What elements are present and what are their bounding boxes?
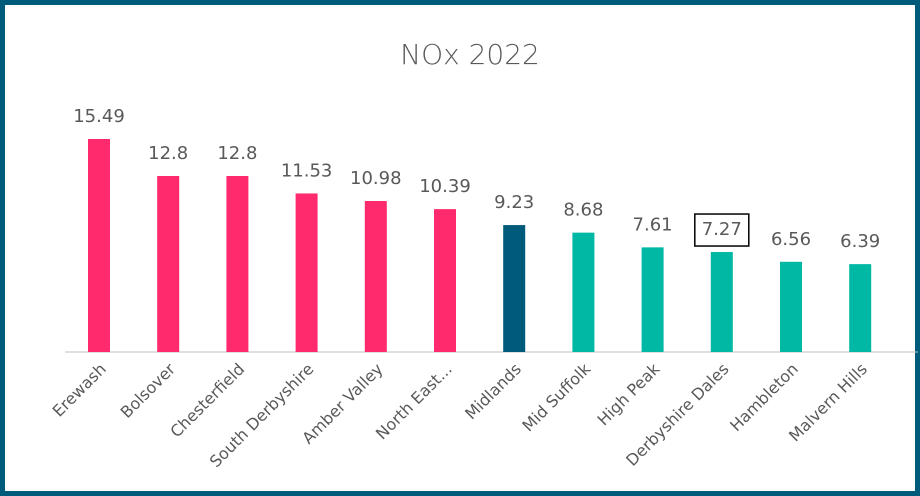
value-label: 7.27 — [702, 219, 742, 240]
value-label: 10.98 — [350, 168, 402, 189]
bar — [641, 247, 664, 352]
value-label: 6.56 — [771, 229, 811, 250]
value-label: 10.39 — [419, 176, 471, 197]
bar — [572, 232, 595, 352]
bar — [503, 225, 526, 352]
bar — [157, 175, 180, 352]
value-label: 7.61 — [633, 214, 673, 235]
bar — [780, 261, 802, 352]
bar — [849, 264, 872, 352]
value-label: 12.8 — [217, 143, 257, 164]
bar — [295, 193, 318, 352]
value-label: 11.53 — [281, 160, 333, 181]
bar — [710, 252, 733, 352]
chart-title: NOx 2022 — [400, 38, 540, 71]
bar — [88, 139, 110, 352]
bar — [434, 209, 456, 352]
value-label: 6.39 — [840, 231, 880, 252]
highlight-box — [694, 213, 750, 247]
value-label: 9.23 — [494, 192, 534, 213]
value-label: 8.68 — [563, 200, 603, 221]
bar — [226, 175, 249, 352]
bar — [364, 201, 387, 352]
value-label: 12.8 — [148, 143, 188, 164]
value-label: 15.49 — [73, 106, 125, 127]
